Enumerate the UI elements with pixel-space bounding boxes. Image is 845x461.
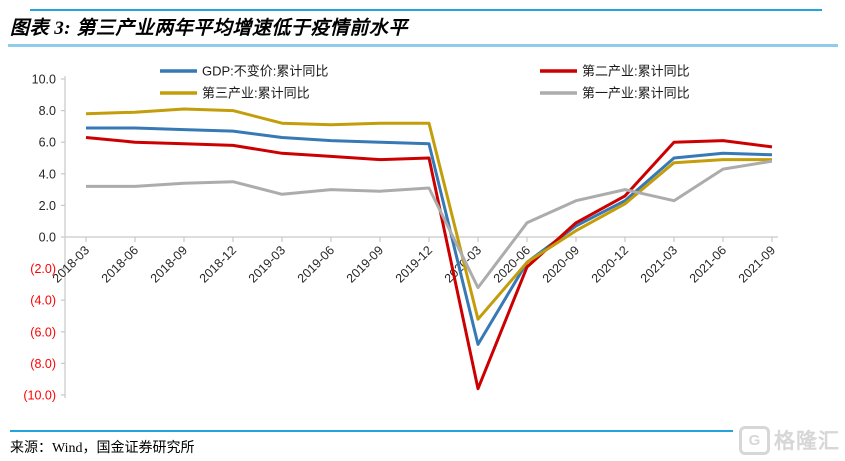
- x-axis-label: 2021-06: [687, 243, 729, 285]
- y-axis-label: (6.0): [30, 325, 56, 339]
- series-line-3: [86, 159, 773, 290]
- y-axis-label: (10.0): [23, 389, 56, 403]
- x-axis-label: 2021-03: [638, 243, 680, 285]
- y-axis-label: (2.0): [30, 262, 56, 276]
- y-axis-label: 4.0: [39, 167, 56, 181]
- x-axis-label: 2019-03: [246, 243, 288, 285]
- y-axis-label: 2.0: [39, 199, 56, 213]
- gelonghui-logo-icon: G: [739, 425, 770, 455]
- series-line-0: [86, 126, 773, 346]
- series-line-2: [85, 107, 772, 321]
- x-axis-label: 2020-12: [589, 243, 631, 285]
- chart-area: 10.0 8.0 6.0 4.0 2.0 0.0 (2.0) (4.0) (6.0) (8.0) (…: [0, 52, 845, 417]
- footer-border-line: [10, 430, 775, 432]
- y-axis-label: 6.0: [39, 136, 56, 150]
- x-axis-label: 2018-09: [148, 243, 190, 285]
- source-note: 来源：Wind，国金证券研究所: [10, 441, 195, 456]
- top-border-line: [30, 9, 822, 11]
- watermark-text: 格隆汇: [774, 430, 840, 453]
- series-line-1: [85, 136, 773, 391]
- y-axis-label: 8.0: [39, 104, 56, 118]
- legend-label-0: GDP:不变价:累计同比: [202, 64, 328, 79]
- x-axis-label: 2018-03: [50, 243, 92, 285]
- chart-canvas: 10.0 8.0 6.0 4.0 2.0 0.0 (2.0) (4.0) (6.0) (8.0) (…: [23, 64, 778, 403]
- x-axis-label: 2018-12: [197, 243, 239, 285]
- watermark-gelonghui: G 格隆汇: [733, 422, 843, 458]
- legend-label-1: 第二产业:累计同比: [582, 64, 690, 79]
- legend-label-3: 第一产业:累计同比: [582, 86, 690, 101]
- y-axis-label: (4.0): [30, 294, 56, 308]
- y-axis-label: 0.0: [39, 231, 56, 245]
- x-axis-label: 2018-06: [99, 243, 141, 285]
- x-axis-label: 2021-09: [736, 243, 778, 285]
- x-axis-label: 2019-09: [344, 243, 386, 285]
- x-axis-label: 2019-06: [295, 243, 337, 285]
- title-underline: [8, 44, 838, 47]
- y-axis-label: (8.0): [30, 357, 56, 371]
- y-axis-label: 10.0: [32, 73, 56, 87]
- x-axis-label: 2019-12: [393, 243, 435, 285]
- legend-label-2: 第三产业:累计同比: [202, 86, 310, 101]
- chart-title: 图表 3: 第三产业两年平均增速低于疫情前水平: [10, 18, 408, 39]
